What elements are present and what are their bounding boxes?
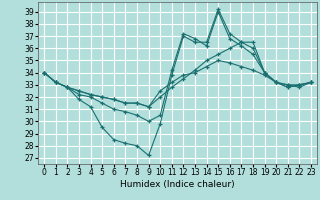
- X-axis label: Humidex (Indice chaleur): Humidex (Indice chaleur): [120, 180, 235, 189]
